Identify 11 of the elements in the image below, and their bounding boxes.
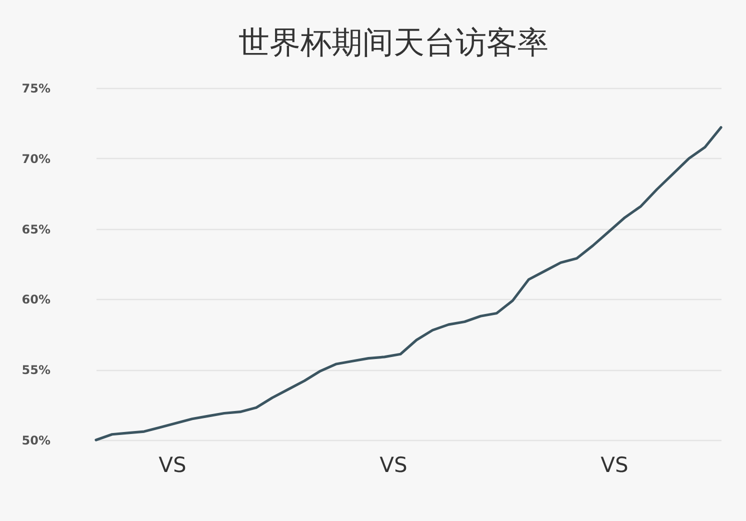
y-tick-label: 75% bbox=[22, 82, 50, 96]
text: VS bbox=[158, 453, 186, 477]
y-tick-label: 50% bbox=[22, 434, 50, 448]
y-tick-label: 70% bbox=[22, 152, 50, 166]
line-series bbox=[94, 126, 722, 442]
chart-title: 世界杯期间天台访客率 bbox=[238, 25, 548, 61]
y-tick-label: 60% bbox=[22, 292, 50, 307]
y-tick-label: 65% bbox=[22, 222, 50, 236]
text: VS bbox=[380, 453, 408, 477]
y-tick-label: 55% bbox=[22, 363, 50, 378]
text: VS bbox=[600, 453, 628, 477]
